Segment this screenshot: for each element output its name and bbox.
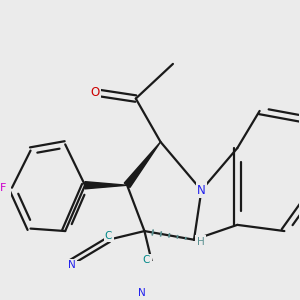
Text: N: N [138,288,146,298]
Text: H: H [196,236,204,247]
Polygon shape [124,142,160,188]
Text: C: C [105,231,112,241]
Text: O: O [90,86,100,99]
Text: F: F [0,183,6,193]
Text: N: N [68,260,75,270]
Polygon shape [85,182,127,189]
Text: C: C [143,255,150,265]
Text: N: N [197,184,206,197]
